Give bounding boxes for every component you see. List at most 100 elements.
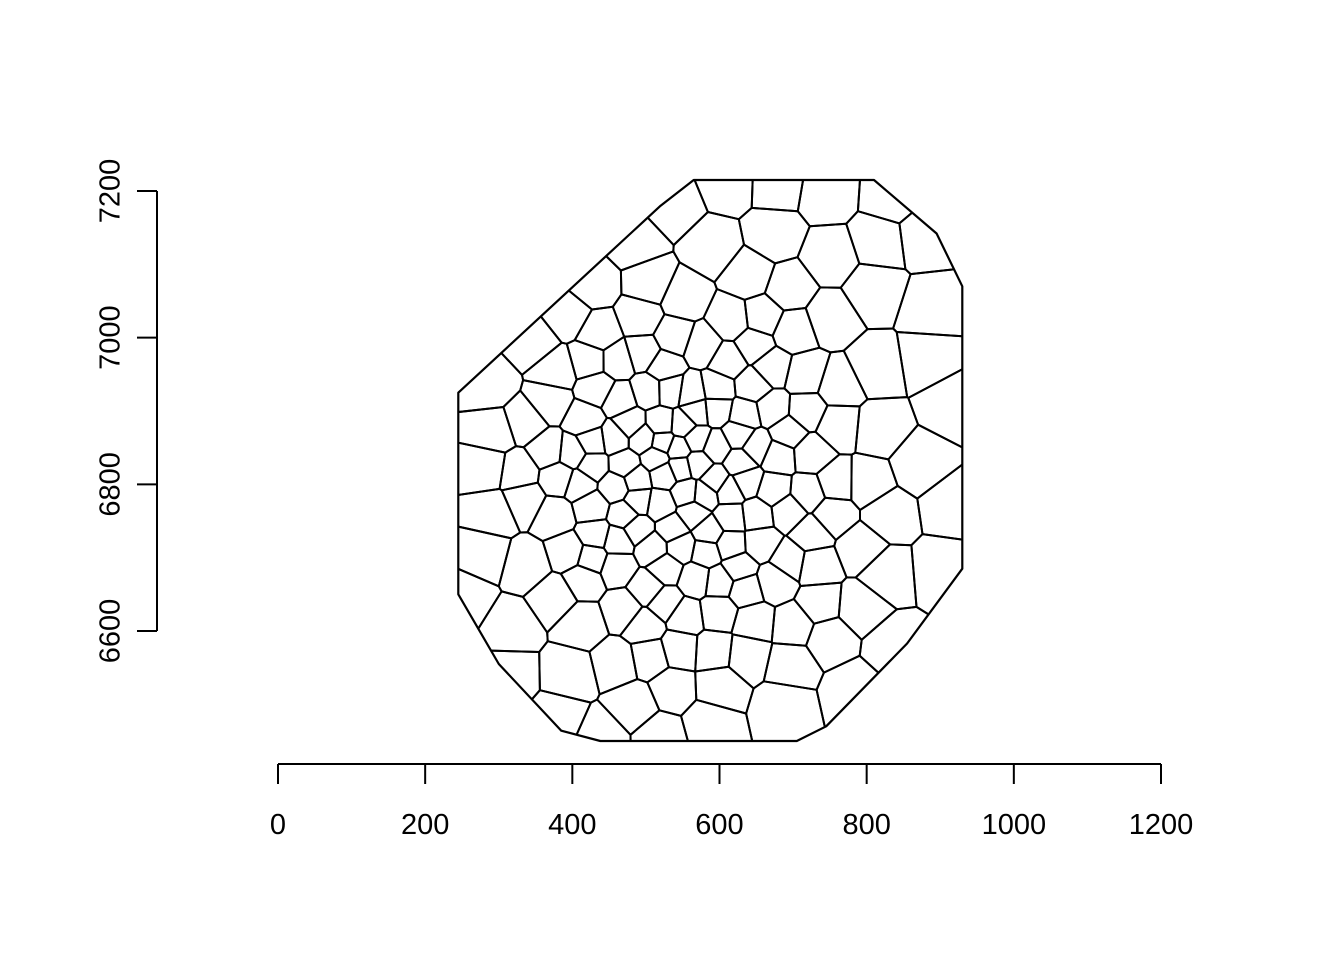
voronoi-cell (887, 423, 963, 500)
voronoi-cell (720, 447, 761, 477)
voronoi-cell (705, 339, 750, 381)
voronoi-cell (762, 642, 825, 691)
voronoi-cell (682, 317, 724, 372)
voronoi-cell (856, 180, 963, 225)
voronoi-cell (892, 255, 963, 341)
y-tick-label: 7000 (95, 305, 127, 370)
voronoi-cell (576, 543, 609, 575)
voronoi-cell (458, 180, 593, 345)
tessellation-boundary (457, 178, 964, 743)
voronoi-cell (596, 678, 661, 736)
voronoi-cell (512, 698, 634, 741)
voronoi-cell (497, 531, 554, 598)
voronoi-cell (763, 256, 822, 312)
y-axis: 6600 6800 7000 7200 (95, 159, 158, 664)
voronoi-cell (741, 495, 775, 532)
voronoi-cell (519, 379, 576, 428)
voronoi-cell (597, 586, 644, 637)
voronoi-cell (719, 419, 757, 450)
voronoi-cell (755, 387, 792, 431)
voronoi-cell (627, 422, 656, 457)
voronoi-cell (646, 666, 698, 717)
voronoi-cell (713, 243, 777, 301)
voronoi-cell (770, 598, 816, 647)
voronoi-cell (916, 453, 963, 559)
voronoi-cell (693, 478, 720, 513)
voronoi-cell (854, 396, 920, 461)
voronoi-cell (907, 323, 963, 457)
voronoi-cell (704, 397, 734, 430)
voronoi-cell (546, 600, 611, 653)
voronoi-cell (458, 487, 522, 540)
voronoi-cell (458, 689, 592, 741)
voronoi-cell (629, 709, 726, 741)
voronoi-cell (677, 398, 709, 427)
voronoi-cell (839, 262, 912, 331)
voronoi-cell (689, 511, 725, 545)
voronoi-cell (618, 605, 668, 645)
voronoi-cell (895, 331, 963, 399)
voronoi-cell (648, 461, 678, 492)
voronoi-cell (624, 565, 666, 608)
voronoi-cell (571, 370, 617, 410)
voronoi-cell (675, 560, 711, 601)
x-tick-label: 200 (401, 809, 449, 841)
voronoi-cell (664, 594, 705, 637)
voronoi-cell (558, 396, 608, 437)
voronoi-cell (622, 513, 656, 548)
x-tick-label: 800 (842, 809, 890, 841)
voronoi-cell (653, 510, 692, 544)
voronoi-cell (771, 307, 821, 356)
voronoi-cell (854, 543, 918, 611)
voronoi-cell (858, 605, 963, 741)
voronoi-cell (750, 180, 827, 213)
voronoi-cell (793, 430, 841, 475)
voronoi-cell (910, 533, 963, 711)
voronoi-cell (792, 581, 843, 625)
voronoi-cell (458, 506, 513, 588)
voronoi-cell (522, 570, 579, 634)
voronoi-cell (815, 453, 853, 502)
voronoi-cell (458, 201, 563, 376)
y-tick-label: 6600 (95, 599, 127, 664)
voronoi-cell (833, 519, 892, 579)
voronoi-cell (502, 389, 551, 449)
voronoi-cell (458, 648, 541, 741)
voronoi-cell (767, 534, 806, 584)
x-tick-label: 1200 (1129, 809, 1194, 841)
voronoi-cell (558, 429, 587, 471)
voronoi-cell (798, 545, 848, 587)
voronoi-cell (759, 438, 797, 477)
voronoi-cell (804, 286, 869, 354)
voronoi-cell (563, 467, 599, 504)
voronoi-cell (701, 427, 733, 465)
voronoi-cell (602, 523, 636, 555)
voronoi-cell (743, 525, 786, 566)
voronoi-cell (741, 425, 774, 468)
voronoi-cell (810, 496, 861, 541)
voronoi-cell (766, 413, 811, 450)
y-tick-label: 6800 (95, 452, 127, 517)
x-tick-label: 600 (695, 809, 743, 841)
voronoi-cell (458, 180, 623, 311)
voronoi-cell (611, 293, 666, 338)
voronoi-cell (727, 633, 774, 690)
voronoi-cell (732, 326, 778, 367)
voronoi-cell (574, 425, 607, 455)
voronoi-cell (458, 243, 525, 424)
voronoi-cell (719, 551, 761, 583)
voronoi-cell (715, 473, 747, 506)
x-tick-label: 1000 (982, 809, 1047, 841)
voronoi-cell (532, 180, 709, 247)
voronoi-cell (815, 654, 963, 741)
voronoi-cell (638, 446, 671, 473)
voronoi-cell (789, 471, 827, 515)
voronoi-cell (727, 572, 766, 610)
voronoi-cell (785, 512, 837, 553)
voronoi-cell (686, 450, 716, 481)
voronoi-cell (493, 180, 675, 272)
voronoi-cell (541, 528, 585, 575)
voronoi-cell (500, 481, 548, 534)
voronoi-cell (659, 628, 699, 673)
